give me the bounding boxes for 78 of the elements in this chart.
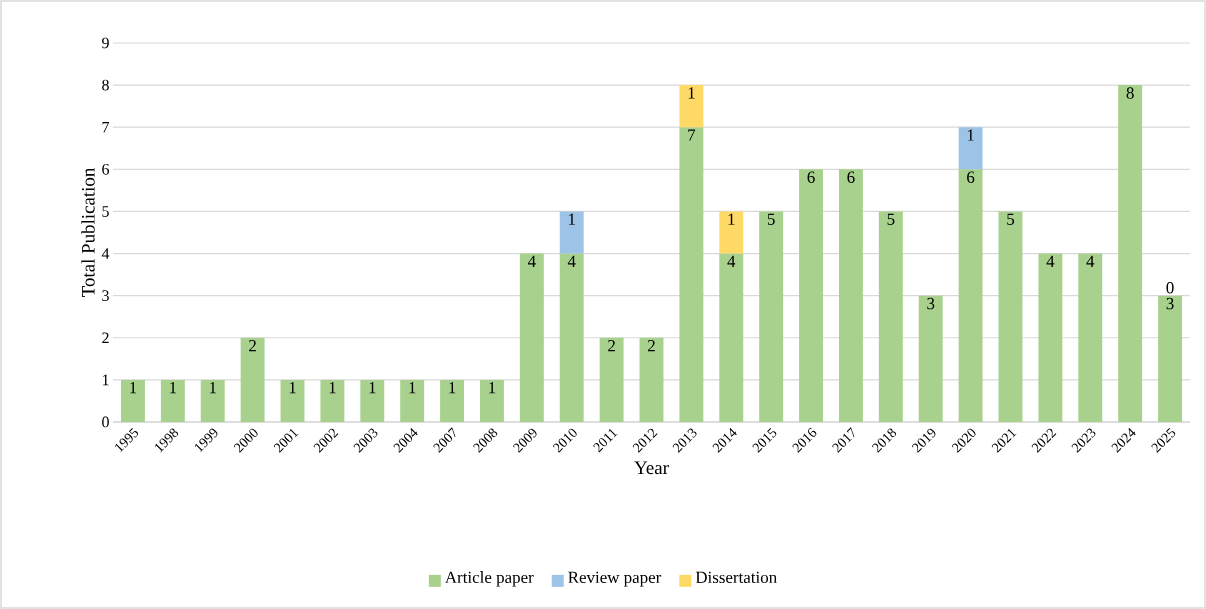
legend-label: Article paper <box>445 571 534 587</box>
bar <box>1118 85 1143 422</box>
bar <box>958 169 983 422</box>
data-label: 5 <box>1007 213 1015 225</box>
bar <box>679 85 704 128</box>
bar <box>838 169 863 422</box>
y-axis-title: Total Publication <box>81 167 95 297</box>
data-label: 4 <box>527 255 536 267</box>
bar <box>200 379 225 422</box>
data-label: 0 <box>1166 282 1174 294</box>
bar <box>719 253 744 422</box>
data-label: 2 <box>648 339 655 352</box>
data-label: 1 <box>130 382 137 394</box>
y-tick-label: 3 <box>102 290 109 302</box>
data-label: 5 <box>767 213 775 225</box>
y-tick-label: 4 <box>101 248 110 259</box>
data-label: 1 <box>289 382 296 394</box>
data-label: 1 <box>489 382 496 394</box>
bar <box>599 337 624 422</box>
x-axis-title: Year <box>634 461 669 475</box>
data-label: 1 <box>409 382 416 394</box>
data-label: 1 <box>369 382 376 394</box>
bar <box>918 295 943 422</box>
bar <box>240 337 265 422</box>
data-label: 8 <box>1126 87 1134 99</box>
bar <box>160 379 185 422</box>
data-label: 2 <box>249 339 256 352</box>
bar <box>719 211 744 254</box>
data-label: 4 <box>1086 255 1095 267</box>
bar <box>998 211 1023 422</box>
bar <box>440 379 465 422</box>
y-tick-label: 9 <box>102 37 109 49</box>
data-label: 1 <box>688 87 695 99</box>
bar <box>519 253 544 422</box>
y-tick-label: 1 <box>102 374 109 386</box>
y-tick-label: 2 <box>102 332 109 344</box>
data-label: 1 <box>329 382 336 394</box>
bar <box>1038 253 1063 422</box>
data-label: 4 <box>567 255 576 267</box>
bar <box>559 253 584 422</box>
y-tick-label: 5 <box>102 206 109 217</box>
bar <box>400 379 425 422</box>
bar <box>958 127 983 170</box>
bar <box>799 169 824 422</box>
y-tick-label: 7 <box>102 121 110 133</box>
y-tick-label: 0 <box>102 416 109 428</box>
data-label: 1 <box>449 382 456 394</box>
legend-label: Dissertation <box>695 571 777 584</box>
data-label: 1 <box>209 382 216 394</box>
bar <box>759 211 784 422</box>
data-label: 6 <box>847 171 855 183</box>
data-label: 1 <box>568 213 575 225</box>
bar <box>679 127 704 422</box>
bar <box>559 211 584 254</box>
data-label: 7 <box>688 129 696 141</box>
data-label: 6 <box>807 171 815 183</box>
y-tick-label: 8 <box>102 79 109 91</box>
bar <box>1078 253 1103 422</box>
legend-label: Review paper <box>568 571 662 587</box>
bar <box>320 379 345 422</box>
data-label: 5 <box>887 213 895 225</box>
bar <box>1158 295 1183 422</box>
y-tick-label: 6 <box>102 163 110 175</box>
data-label: 3 <box>927 297 935 310</box>
data-label: 1 <box>967 129 974 141</box>
bar <box>479 379 504 422</box>
bar <box>639 337 664 422</box>
bar <box>120 379 145 422</box>
data-label: 1 <box>170 382 177 394</box>
data-label: 6 <box>967 171 975 183</box>
bar <box>878 211 903 422</box>
data-label: 3 <box>1166 297 1174 310</box>
data-label: 4 <box>1046 255 1055 267</box>
data-label: 4 <box>727 255 736 267</box>
bar <box>280 379 305 422</box>
data-label: 2 <box>608 339 615 352</box>
data-label: 1 <box>728 213 735 225</box>
bar <box>360 379 385 422</box>
